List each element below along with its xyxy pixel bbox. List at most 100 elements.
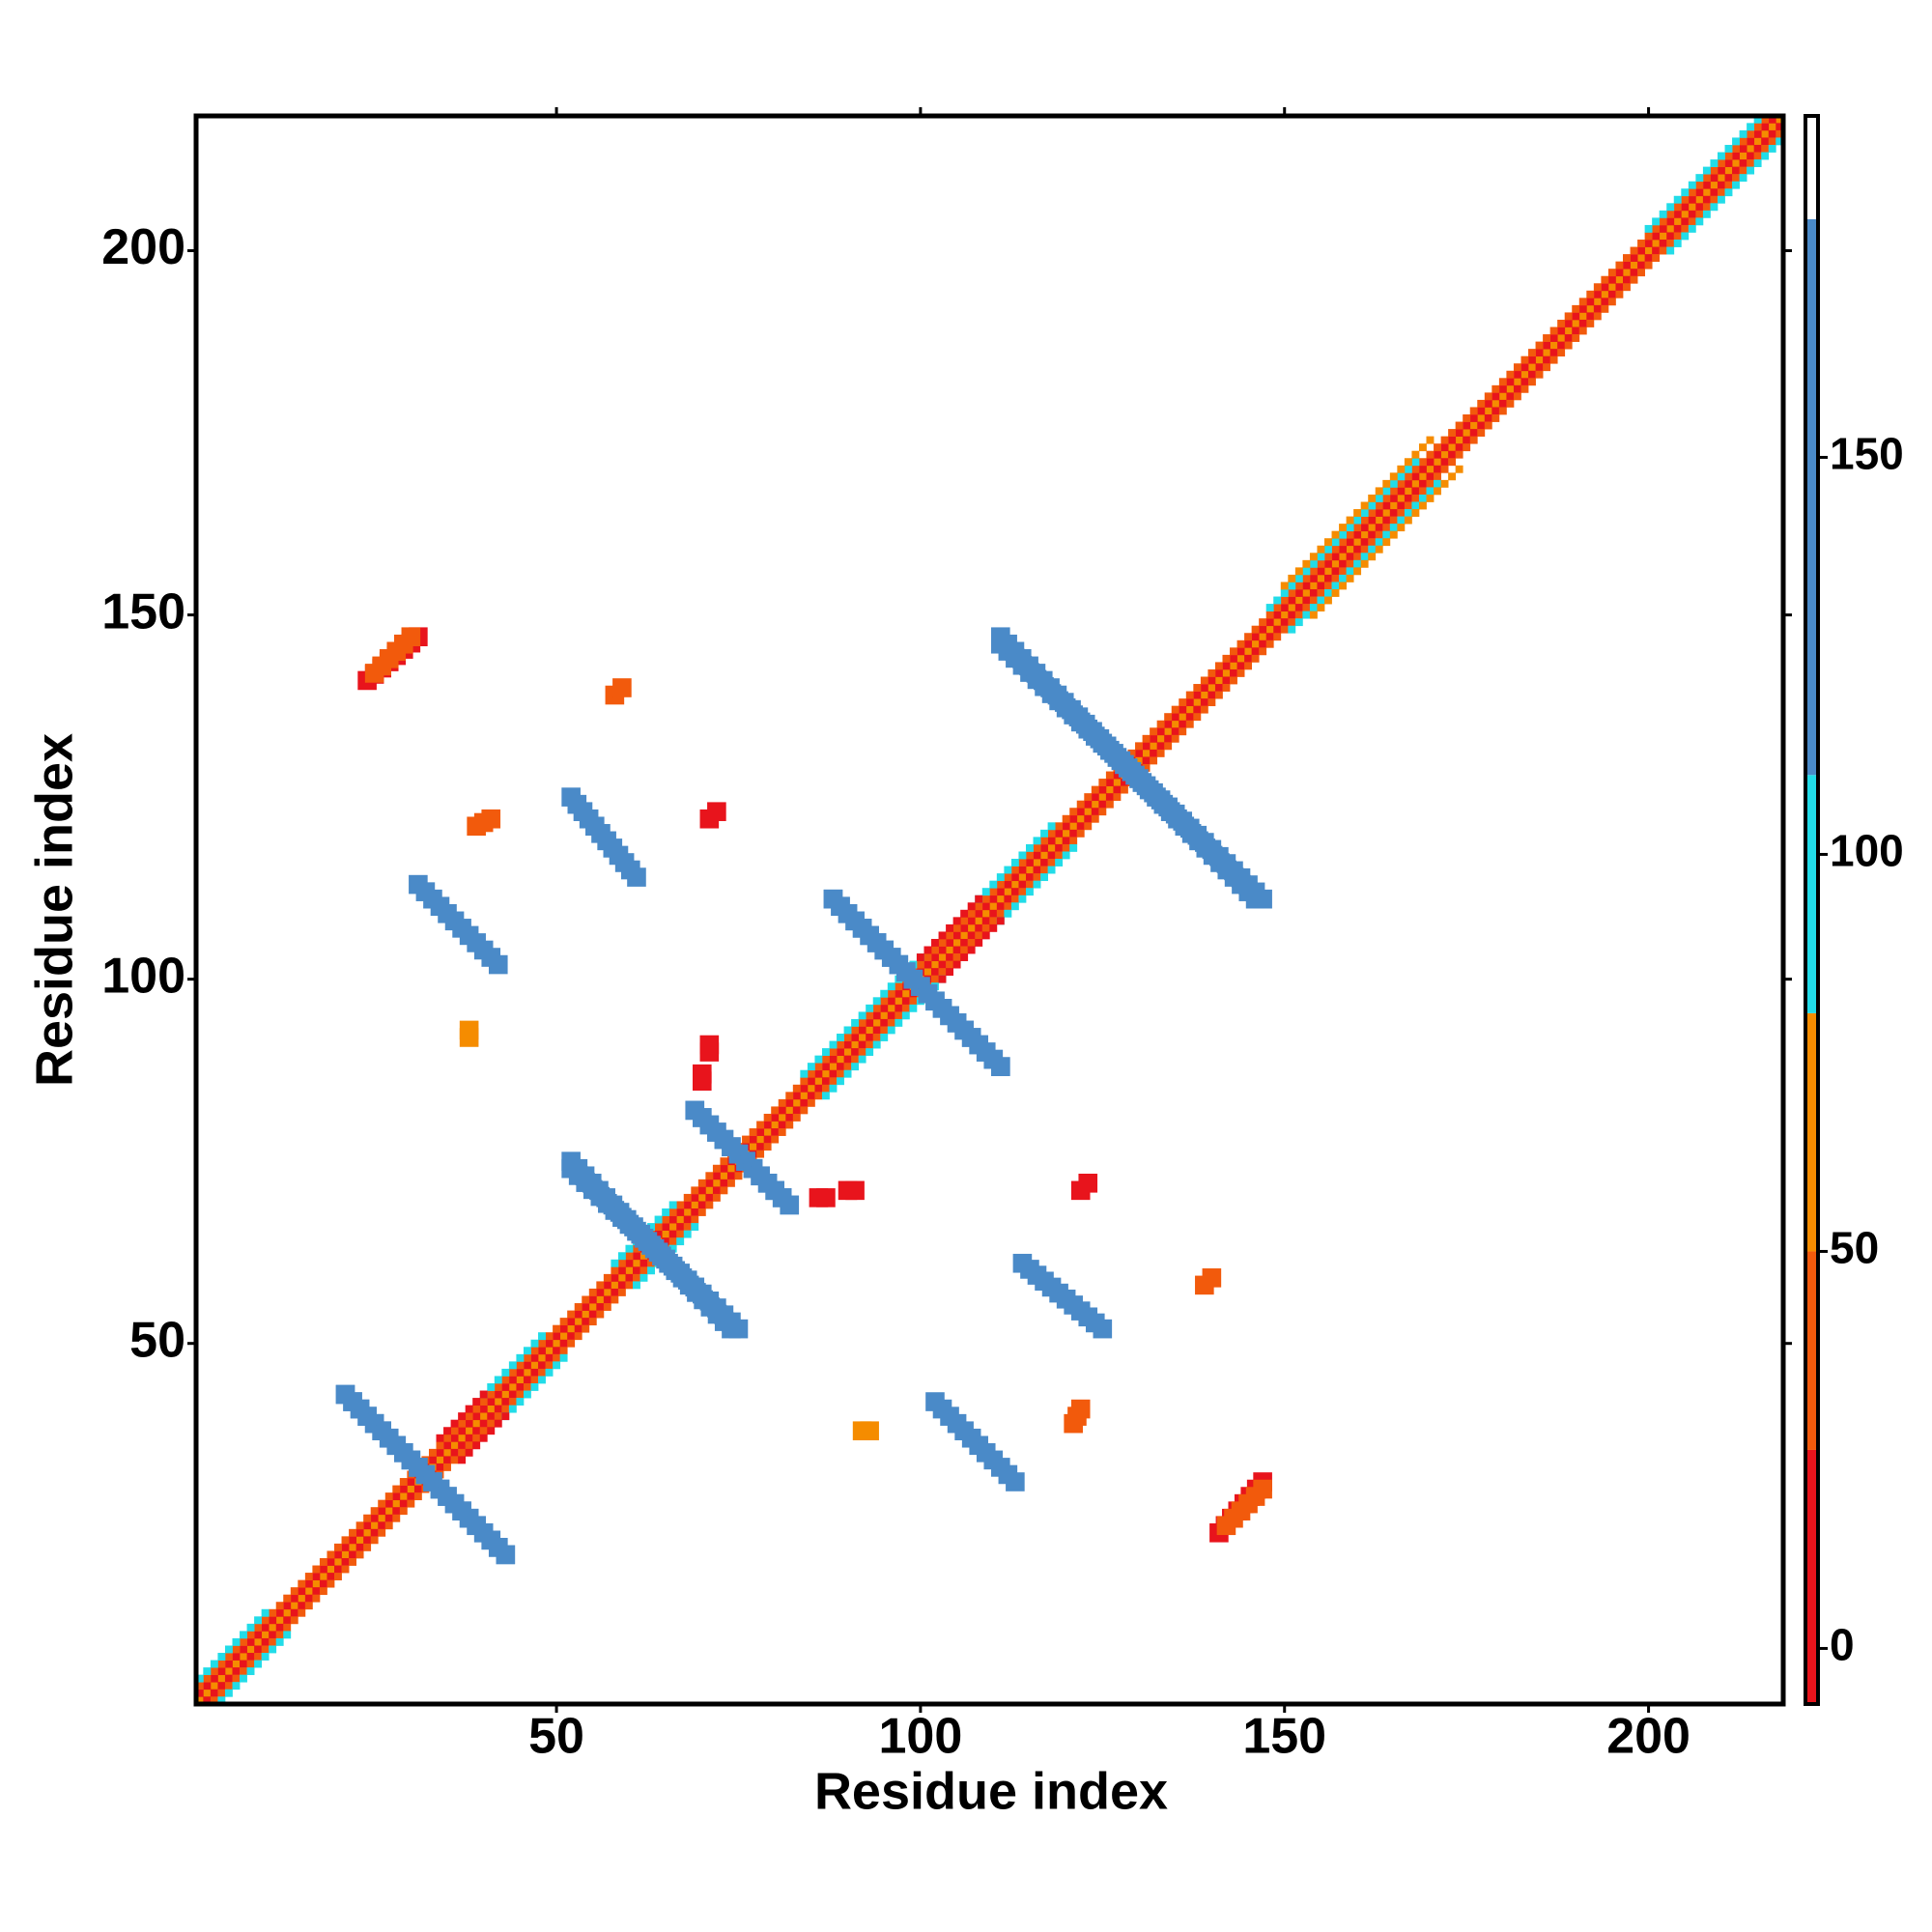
contact-cell — [1397, 524, 1406, 532]
contact-cell — [559, 1347, 568, 1355]
contact-cell — [697, 1193, 706, 1202]
contact-cell — [1761, 123, 1770, 131]
contact-cell — [1455, 450, 1463, 459]
contact-cell — [785, 1113, 794, 1122]
contact-cell — [1222, 654, 1231, 663]
contact-cell — [967, 931, 976, 940]
contact-cell — [290, 1616, 298, 1625]
contact-cell — [780, 1195, 800, 1215]
contact-cell — [319, 1579, 327, 1588]
contact-cell — [887, 997, 895, 1006]
contact-cell — [210, 1667, 218, 1676]
contact-cell — [1368, 553, 1377, 561]
contact-cell — [275, 1637, 284, 1646]
contact-cell — [1535, 363, 1544, 372]
contact-cell — [312, 1587, 321, 1596]
contact-cell — [1586, 312, 1595, 321]
contact-cell — [327, 1579, 335, 1588]
contact-cell — [1572, 304, 1580, 313]
contact-cell — [1681, 188, 1690, 197]
contact-cell — [639, 1259, 648, 1267]
contact-cell — [1681, 210, 1690, 218]
contact-cell — [1607, 290, 1616, 298]
contact-cell — [1375, 524, 1383, 532]
contact-cell — [851, 1018, 860, 1027]
contact-cell — [792, 1092, 801, 1100]
contact-cell — [792, 1098, 801, 1107]
contact-cell — [807, 1063, 815, 1071]
contact-cell — [996, 909, 1005, 918]
contact-cell — [370, 1507, 379, 1516]
contact-cell — [1557, 319, 1566, 327]
contact-cell — [494, 1419, 502, 1428]
contact-cell — [683, 1193, 692, 1202]
contact-cell — [246, 1667, 255, 1676]
contact-cell — [946, 923, 954, 932]
contact-cell — [1273, 611, 1282, 619]
contact-cell — [668, 1201, 677, 1209]
contact-cell — [1156, 720, 1165, 728]
contact-cell — [436, 1448, 444, 1457]
contact-cell — [1040, 873, 1048, 882]
contact-cell — [1434, 465, 1441, 473]
contact-cell — [516, 1382, 525, 1391]
contact-cell — [960, 938, 969, 947]
contact-cell — [1761, 144, 1770, 153]
contact-cell — [479, 1398, 488, 1406]
contact-cell — [676, 1215, 685, 1224]
contact-cell — [341, 1557, 350, 1566]
contact-cell — [1288, 574, 1296, 582]
contact-cell — [1666, 210, 1675, 218]
contact-cell — [545, 1339, 554, 1348]
contact-cell — [465, 1448, 473, 1457]
contact-cell — [989, 880, 998, 889]
contact-cell — [553, 1339, 561, 1348]
contact-cell — [479, 1405, 488, 1413]
contact-cell — [705, 1179, 714, 1187]
contact-cell — [1747, 166, 1755, 175]
contact-cell — [1397, 465, 1406, 473]
contact-cell — [261, 1623, 270, 1632]
colorbar-tick-label: 0 — [1830, 1620, 1855, 1670]
contact-cell — [261, 1616, 270, 1625]
contact-cell — [1142, 763, 1151, 772]
contact-cell — [1062, 822, 1070, 831]
contact-cell — [923, 960, 932, 969]
contact-cell — [1404, 494, 1412, 502]
contact-cell — [1084, 800, 1093, 809]
colorbar-tick-label: 100 — [1830, 826, 1904, 876]
contact-cell — [1375, 545, 1383, 554]
contact-cell — [981, 917, 990, 925]
contact-cell — [203, 1682, 212, 1690]
contact-cell — [1339, 530, 1347, 539]
contact-cell — [792, 1113, 801, 1122]
contact-cell — [1323, 582, 1332, 590]
contact-cell — [545, 1347, 554, 1355]
contact-cell — [996, 917, 1005, 925]
contact-cell — [1150, 727, 1158, 736]
contact-cell — [1607, 269, 1616, 277]
contact-cell — [1055, 829, 1064, 838]
contact-cell — [596, 1310, 605, 1319]
contact-cell — [1302, 596, 1311, 605]
contact-cell — [1179, 705, 1187, 714]
contact-cell — [829, 1063, 838, 1071]
contact-cell — [1353, 538, 1362, 547]
contact-cell — [872, 1034, 881, 1041]
contact-cell — [1265, 625, 1274, 634]
contact-cell — [1331, 538, 1340, 547]
contact-cell — [384, 1514, 393, 1522]
contact-cell — [1010, 880, 1019, 889]
contact-cell — [392, 1485, 401, 1493]
contact-cell — [1091, 814, 1099, 823]
contact-cell — [1309, 582, 1318, 590]
contact-cell — [1513, 384, 1521, 393]
contact-cell — [472, 1427, 481, 1435]
contact-cell — [304, 1579, 313, 1588]
contact-cell — [1025, 843, 1034, 852]
contact-cell — [436, 1434, 444, 1442]
contact-cell — [763, 1128, 772, 1136]
contact-cell — [298, 1587, 306, 1596]
contact-cell — [1375, 494, 1383, 502]
contact-cell — [1113, 785, 1122, 794]
